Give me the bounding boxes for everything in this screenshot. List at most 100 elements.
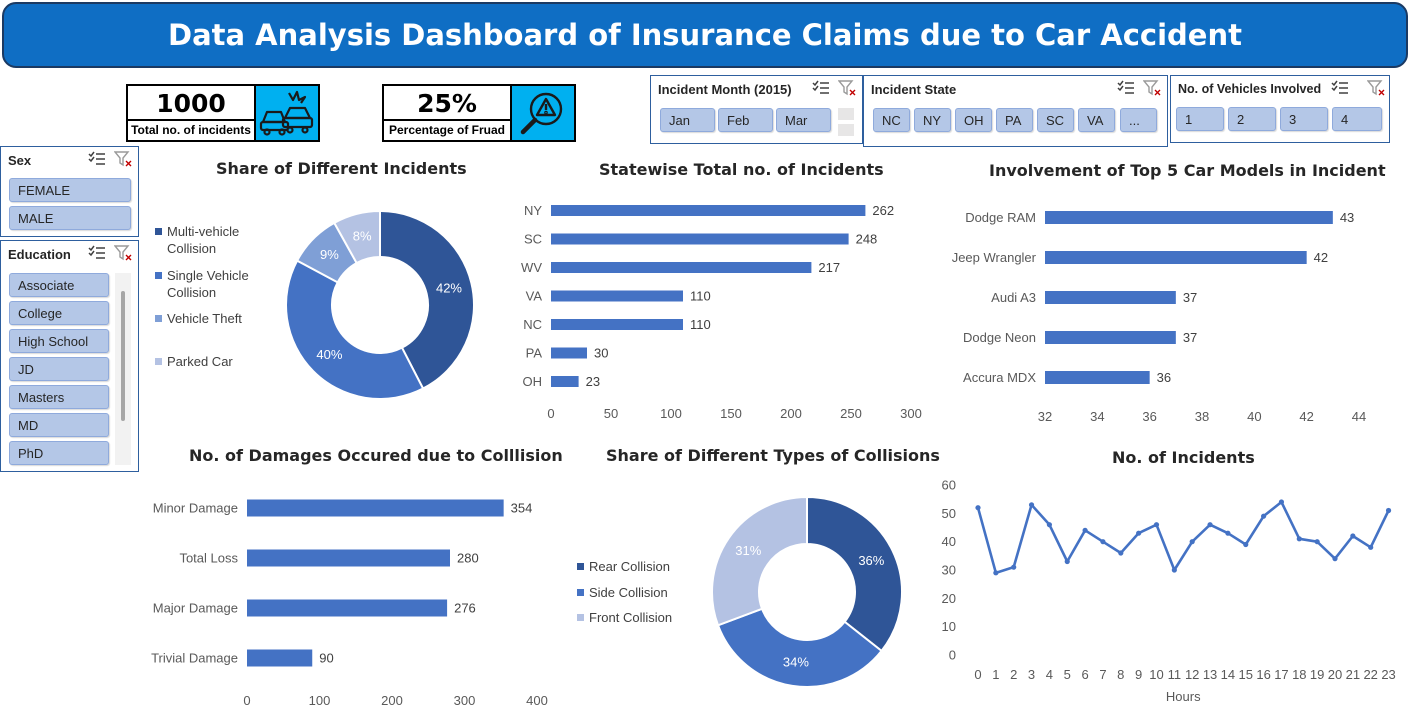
scrollbar-thumb[interactable]	[121, 291, 125, 421]
hourly-data-point	[975, 505, 981, 511]
statewise-tick-label: 200	[780, 406, 802, 421]
hourly-data-point	[1153, 522, 1160, 528]
slicer-vehicles-1[interactable]: 1	[1176, 107, 1224, 131]
multi-select-icon[interactable]	[1117, 80, 1135, 101]
kpi-total-text: 1000 Total no. of incidents	[128, 86, 256, 140]
slicer-vehicles-2[interactable]: 2	[1228, 107, 1276, 131]
incidents-share-legend-swatch	[155, 315, 162, 322]
slicer-state-ny[interactable]: NY	[914, 108, 951, 132]
incidents-share-legend-label: Vehicle Theft	[167, 311, 242, 326]
slicer-education-tools	[88, 245, 132, 266]
statewise-category-label: SC	[524, 232, 542, 247]
clear-filter-icon[interactable]	[113, 245, 132, 266]
incidents-share-legend-item: Multi-vehicle Collision	[155, 223, 239, 257]
collision-types-data-label: 36%	[858, 553, 884, 568]
chart-statewise-incidents: NY 262 SC 248 WV 217 VA 110 NC 110 PA 30 OH 23 0 50 100 1…	[521, 203, 922, 421]
hourly-data-point	[1064, 558, 1070, 565]
slicer-state-oh[interactable]: OH	[955, 108, 992, 132]
hourly-x-tick-label: 6	[1081, 667, 1088, 682]
kpi-total-value: 1000	[156, 89, 226, 118]
incidents-share-legend-swatch	[155, 358, 162, 365]
multi-select-icon[interactable]	[1331, 80, 1349, 101]
multi-select-icon[interactable]	[88, 151, 106, 172]
collision-types-data-label: 31%	[735, 543, 761, 558]
hourly-data-point	[1296, 536, 1302, 542]
slicer-state-more[interactable]: ...	[1120, 108, 1157, 132]
chart-damages: Minor Damage 354 Total Loss 280 Major Damage…	[151, 499, 548, 708]
slicer-sex: Sex FEMALE MALE	[0, 146, 139, 237]
car-models-bar	[1045, 291, 1176, 304]
dashboard-title: Data Analysis Dashboard of Insurance Cla…	[168, 18, 1242, 52]
statewise-category-label: NY	[524, 203, 542, 218]
slicer-month-feb[interactable]: Feb	[718, 108, 773, 132]
slicer-education-jd[interactable]: JD	[9, 357, 109, 381]
hourly-data-point	[1261, 513, 1267, 519]
kpi-fraud-value: 25%	[417, 89, 477, 118]
slicer-state-pa[interactable]: PA	[996, 108, 1033, 132]
slicer-education-college[interactable]: College	[9, 301, 109, 325]
collision-types-legend-swatch	[577, 563, 584, 570]
car-models-bar	[1045, 211, 1333, 224]
clear-filter-icon[interactable]	[837, 80, 856, 101]
collision-types-legend-item: Front Collision	[577, 609, 672, 626]
clear-filter-icon[interactable]	[113, 151, 132, 172]
statewise-data-label: 248	[856, 232, 878, 247]
slicer-month-mar[interactable]: Mar	[776, 108, 831, 132]
slicer-education-md[interactable]: MD	[9, 413, 109, 437]
kpi-total-incidents: 1000 Total no. of incidents	[126, 84, 320, 142]
hourly-y-tick-label: 50	[942, 506, 956, 521]
incidents-share-data-label: 40%	[316, 347, 342, 362]
slicer-education-title: Education	[8, 247, 71, 262]
slicer-month-scroll-lower[interactable]	[838, 124, 854, 136]
multi-select-icon[interactable]	[812, 80, 830, 101]
damages-tick-label: 200	[381, 693, 403, 708]
slicer-sex-title: Sex	[8, 153, 32, 168]
slicer-education-phd[interactable]: PhD	[9, 441, 109, 465]
car-crash-icon	[256, 86, 318, 140]
slicer-sex-male[interactable]: MALE	[9, 206, 131, 230]
statewise-data-label: 110	[690, 317, 711, 332]
statewise-tick-label: 250	[840, 406, 862, 421]
car-models-category-label: Audi A3	[991, 290, 1036, 305]
slicer-state-sc[interactable]: SC	[1037, 108, 1074, 132]
clear-filter-icon[interactable]	[1366, 80, 1385, 101]
hourly-series-line	[976, 500, 1390, 575]
fraud-search-icon	[512, 86, 574, 140]
car-models-data-label: 37	[1183, 290, 1197, 305]
statewise-tick-label: 0	[547, 406, 554, 421]
clear-filter-icon[interactable]	[1142, 80, 1161, 101]
incidents-share-legend-label: Parked Car	[167, 354, 233, 369]
car-models-tick-label: 38	[1195, 409, 1209, 424]
damages-data-label: 276	[454, 601, 476, 616]
statewise-tick-label: 300	[900, 406, 922, 421]
hourly-data-point	[1314, 539, 1320, 545]
damages-category-label: Trivial Damage	[151, 651, 238, 666]
slicer-month-jan[interactable]: Jan	[660, 108, 715, 132]
slicer-state-va[interactable]: VA	[1078, 108, 1115, 132]
incidents-share-slice	[379, 209, 475, 390]
slicer-incident-month: Incident Month (2015) Jan Feb Mar	[650, 75, 863, 144]
incidents-share-data-label: 42%	[436, 280, 462, 295]
slicer-state-tools	[1117, 80, 1161, 101]
slicer-month-scroll[interactable]	[838, 108, 854, 120]
slicer-education-masters[interactable]: Masters	[9, 385, 109, 409]
hourly-x-tick-label: 11	[1168, 667, 1182, 682]
slicer-education-scrollbar[interactable]	[115, 273, 131, 465]
statewise-category-label: PA	[526, 346, 543, 361]
hourly-data-point	[1189, 539, 1195, 545]
slicer-education-high-school[interactable]: High School	[9, 329, 109, 353]
statewise-tick-label: 100	[660, 406, 682, 421]
hourly-data-point	[1243, 541, 1249, 548]
multi-select-icon[interactable]	[88, 245, 106, 266]
slicer-sex-female[interactable]: FEMALE	[9, 178, 131, 202]
statewise-bar	[551, 205, 866, 216]
hourly-y-tick-label: 10	[942, 619, 956, 634]
hourly-y-tick-label: 40	[942, 534, 956, 549]
slicer-vehicles-3[interactable]: 3	[1280, 107, 1328, 131]
slicer-vehicles-4[interactable]: 4	[1332, 107, 1382, 131]
statewise-data-label: 23	[586, 374, 600, 389]
incidents-share-legend-label: Multi-vehicle Collision	[167, 224, 240, 256]
damages-data-label: 280	[457, 551, 479, 566]
slicer-state-nc[interactable]: NC	[873, 108, 910, 132]
slicer-education-associate[interactable]: Associate	[9, 273, 109, 297]
